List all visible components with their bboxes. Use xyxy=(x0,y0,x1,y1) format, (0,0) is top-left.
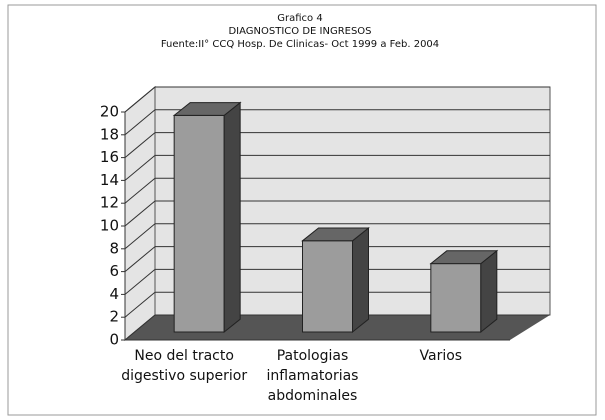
bar-top xyxy=(172,102,242,116)
bar-front xyxy=(173,114,225,333)
x-tick-label: Patologias inflamatorias abdominales xyxy=(266,348,359,404)
bar-front xyxy=(302,240,353,333)
grid-line-side xyxy=(124,223,156,250)
chart-title: Grafico 4 xyxy=(277,13,322,24)
x-tick-label: Varios xyxy=(419,348,463,364)
chart-source: Fuente:II° CCQ Hosp. De Clinicas- Oct 19… xyxy=(161,39,439,50)
grid-line-side xyxy=(124,177,156,204)
bar-top xyxy=(429,250,499,265)
grid-line-side xyxy=(124,314,156,341)
y-tick-label: 4 xyxy=(109,285,119,303)
y-tick-label: 20 xyxy=(100,103,119,121)
bar-side xyxy=(352,226,369,334)
grid-line-side xyxy=(124,109,156,136)
y-tick-label: 12 xyxy=(100,194,119,212)
x-tick-label-box: Patologias inflamatorias abdominales xyxy=(266,348,359,404)
grid-line-side xyxy=(124,155,156,181)
grid-line-side xyxy=(124,200,156,227)
bar-front xyxy=(430,263,482,333)
grid-line-side xyxy=(124,269,156,295)
y-tick-label: 16 xyxy=(100,148,119,166)
x-tick-label-box: Neo del tracto digestivo superior xyxy=(121,348,248,384)
grid-line-side xyxy=(124,246,156,272)
bar xyxy=(301,226,370,334)
y-tick-label: 6 xyxy=(109,262,119,280)
y-tick-label: 0 xyxy=(109,331,119,349)
bar xyxy=(429,249,499,334)
chart-subtitle: DIAGNOSTICO DE INGRESOS xyxy=(228,26,371,37)
y-tick-label: 8 xyxy=(109,239,119,257)
bar-top xyxy=(301,227,370,242)
y-tick-label: 2 xyxy=(109,308,119,326)
grid-line-side xyxy=(124,291,156,318)
x-tick-label: Neo del tracto digestivo superior xyxy=(121,348,248,384)
y-tick-label: 14 xyxy=(100,171,119,189)
y-tick-label: 10 xyxy=(100,217,119,235)
y-tick-label: 18 xyxy=(100,125,119,143)
bar-side xyxy=(480,249,498,334)
bar-side xyxy=(223,101,241,334)
x-tick-label-box: Varios xyxy=(419,348,463,364)
bar xyxy=(172,101,242,334)
grid-line-side xyxy=(124,86,156,113)
grid-line-side xyxy=(124,132,156,158)
